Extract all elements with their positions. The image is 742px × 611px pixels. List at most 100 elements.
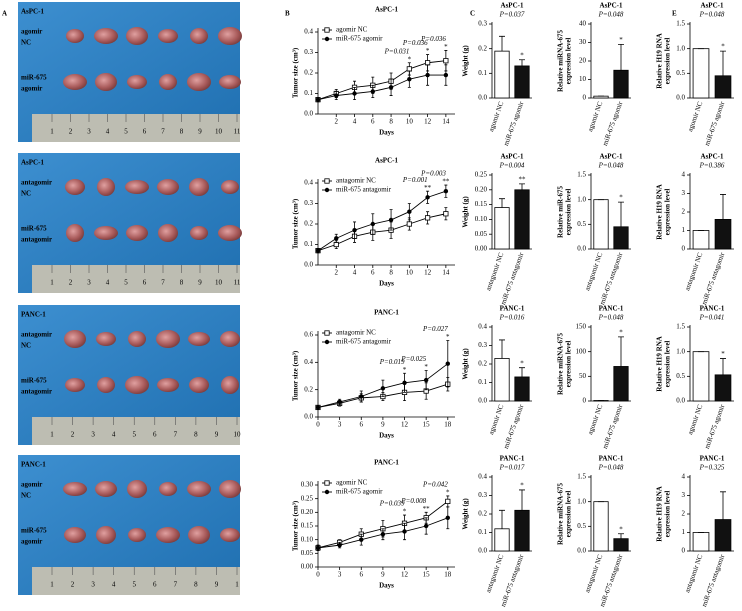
marker <box>352 227 357 233</box>
chart-title: AsPC-1 <box>375 6 398 14</box>
marker <box>406 221 412 227</box>
legend-marker <box>324 27 330 33</box>
group-label: agomir <box>21 28 42 36</box>
y-axis-label: expression level <box>664 341 672 388</box>
series-line <box>317 74 446 101</box>
y-tick-label: 0.05 <box>475 230 488 238</box>
y-tick-label: 0.0 <box>478 547 487 555</box>
y-tick-label: 0.10 <box>301 535 314 543</box>
tumor <box>190 28 208 44</box>
y-tick-label: 0.1 <box>304 89 313 97</box>
ruler-number: 8 <box>194 581 198 589</box>
p-value: P=0.017 <box>499 464 525 472</box>
p-value: P=0.025 <box>400 355 426 363</box>
chart-title: PANC-1 <box>500 305 525 313</box>
marker <box>359 537 364 542</box>
p-value: P=0.048 <box>598 464 624 472</box>
bar <box>514 376 530 402</box>
ruler-number: 5 <box>124 128 128 136</box>
tumor <box>63 74 87 90</box>
tumor <box>128 331 146 347</box>
category-label: agomir NC <box>686 403 704 435</box>
ruler-number: 1 <box>50 279 54 287</box>
star: * <box>403 508 407 516</box>
legend-label: miR-675 antagomir <box>336 186 392 194</box>
error-bar <box>720 194 726 220</box>
y-axis-label: expression level <box>565 189 573 236</box>
chart-title: PANC-1 <box>700 305 725 313</box>
x-tick-label: 6 <box>371 269 375 277</box>
marker <box>359 394 364 399</box>
tumor <box>125 376 149 394</box>
ruler-number: 2 <box>69 279 73 287</box>
tumor <box>156 330 180 348</box>
ruler-number: 8 <box>180 128 184 136</box>
ruler-number: 11 <box>234 279 241 287</box>
marker <box>443 189 449 194</box>
y-tick-label: 40 <box>579 20 587 28</box>
y-tick-label: 1.5 <box>676 20 685 28</box>
tumor <box>158 29 178 43</box>
x-tick-label: 3 <box>338 421 342 429</box>
x-tick-label: 12 <box>401 571 409 579</box>
y-tick-label: 0.5 <box>676 372 685 380</box>
y-tick-label: 0.2 <box>478 510 487 518</box>
star: * <box>520 51 524 59</box>
legend-marker <box>324 330 330 336</box>
error-bar <box>519 59 525 66</box>
marker <box>337 542 342 548</box>
marker <box>424 215 431 221</box>
y-axis-label: Relative H19 RNA <box>656 486 664 542</box>
legend-marker <box>324 187 330 193</box>
x-axis-label: Days <box>379 432 394 440</box>
y-axis-label: Relative miRNA-675 <box>557 332 565 395</box>
star: * <box>721 43 725 51</box>
bar <box>714 75 732 99</box>
x-tick-label: 0 <box>316 421 320 429</box>
ruler-number: 2 <box>69 128 73 136</box>
y-tick-label: 1.5 <box>676 323 685 331</box>
y-tick-label: 0.0 <box>304 261 313 269</box>
ruler-number: 2 <box>71 431 75 439</box>
y-tick-label: 0.00 <box>475 245 488 253</box>
y-axis-label: Weight (g) <box>462 348 470 380</box>
category-label: miR-675 agomir <box>703 403 727 450</box>
y-tick-label: 0.1 <box>478 528 487 536</box>
tumor <box>64 330 86 348</box>
y-tick-label: 30 <box>579 38 587 46</box>
p-value: P=0.008 <box>400 497 426 505</box>
tumor <box>156 527 180 543</box>
y-tick-label: 0.3 <box>304 199 313 207</box>
ruler-number: 10 <box>215 279 223 287</box>
y-tick-label: 0.1 <box>304 240 313 248</box>
ruler-number: 2 <box>71 581 75 589</box>
category-label: miR-675 agomir <box>502 403 526 450</box>
tumor <box>157 179 179 195</box>
marker <box>352 91 357 96</box>
y-tick-label: 0.3 <box>478 20 487 28</box>
y-tick-label: 3 <box>682 491 686 499</box>
tumor <box>66 224 84 242</box>
star: * <box>619 328 623 336</box>
y-tick-label: 0.2 <box>304 220 313 228</box>
legend-marker <box>324 489 330 495</box>
tumor <box>187 481 211 497</box>
marker <box>370 221 375 227</box>
y-tick-label: 0.0 <box>478 397 487 405</box>
y-tick-label: 0.10 <box>475 215 488 223</box>
ruler-number: 5 <box>124 279 128 287</box>
error-bar <box>499 35 505 52</box>
tumor <box>96 332 116 346</box>
category-label: miR-675 agomir <box>601 403 625 450</box>
marker <box>423 523 429 529</box>
p-value: P=0.003 <box>420 170 446 178</box>
marker <box>425 72 430 78</box>
bar <box>494 528 510 552</box>
marker <box>407 76 412 82</box>
p-value: P=0.048 <box>598 11 624 19</box>
p-value: P=0.048 <box>598 314 624 322</box>
x-tick-label: 12 <box>424 269 432 277</box>
error-bar <box>720 50 726 76</box>
group-label: agomir <box>21 481 42 489</box>
tumor <box>159 74 177 90</box>
